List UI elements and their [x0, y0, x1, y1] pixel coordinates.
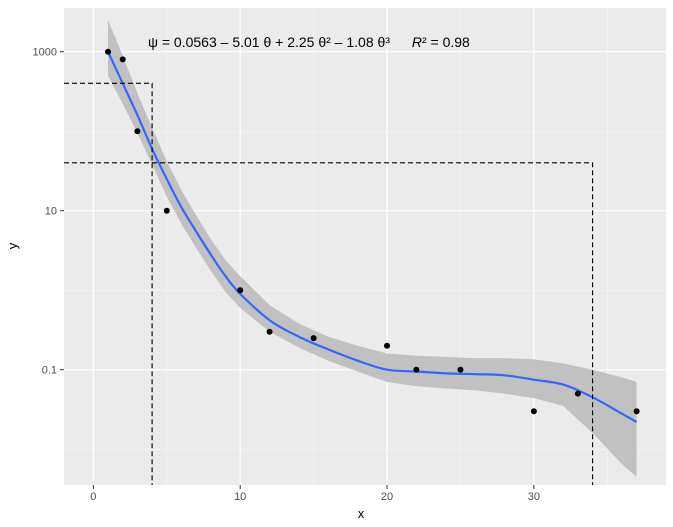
dashed-lines-layer	[64, 82, 594, 485]
y-axis-ticks: 0.1 10 1000	[33, 47, 64, 377]
data-point	[105, 48, 112, 55]
data-point	[530, 408, 537, 415]
y-axis-title: y	[5, 242, 20, 249]
x-axis-title: x	[358, 506, 365, 521]
data-point	[413, 366, 420, 373]
r2-symbol: R	[412, 34, 422, 50]
fit-line-layer	[107, 51, 638, 423]
equation-annotation: ψ = 0.0563 – 5.01 θ + 2.25 θ² – 1.08 θ³ …	[148, 34, 470, 50]
x-axis-ticks: 0 10 20 30	[90, 485, 540, 503]
x-tick-label: 10	[234, 491, 246, 503]
data-point	[119, 56, 126, 63]
fit-line	[107, 51, 638, 423]
y-tick-label: 10	[45, 206, 57, 218]
x-tick-label: 0	[90, 491, 96, 503]
dashed-reference-line	[64, 82, 153, 485]
data-point	[163, 207, 170, 214]
equation-text: ψ = 0.0563 – 5.01 θ + 2.25 θ² – 1.08 θ³	[148, 34, 390, 50]
data-point	[384, 342, 391, 349]
points-layer	[105, 48, 640, 415]
data-point	[134, 128, 141, 135]
data-point	[266, 328, 273, 335]
r2-value: ² = 0.98	[422, 34, 470, 50]
x-tick-label: 20	[381, 491, 393, 503]
y-tick-label: 0.1	[42, 365, 57, 377]
confidence-band-layer	[108, 20, 637, 477]
dashed-reference-line	[64, 162, 594, 485]
confidence-band	[108, 20, 637, 477]
data-point	[457, 366, 464, 373]
data-point	[633, 408, 640, 415]
data-point	[237, 287, 244, 294]
x-tick-label: 30	[528, 491, 540, 503]
data-point	[310, 335, 317, 342]
y-tick-label: 1000	[33, 47, 57, 59]
data-point	[574, 390, 581, 397]
grid-minor	[64, 8, 666, 485]
